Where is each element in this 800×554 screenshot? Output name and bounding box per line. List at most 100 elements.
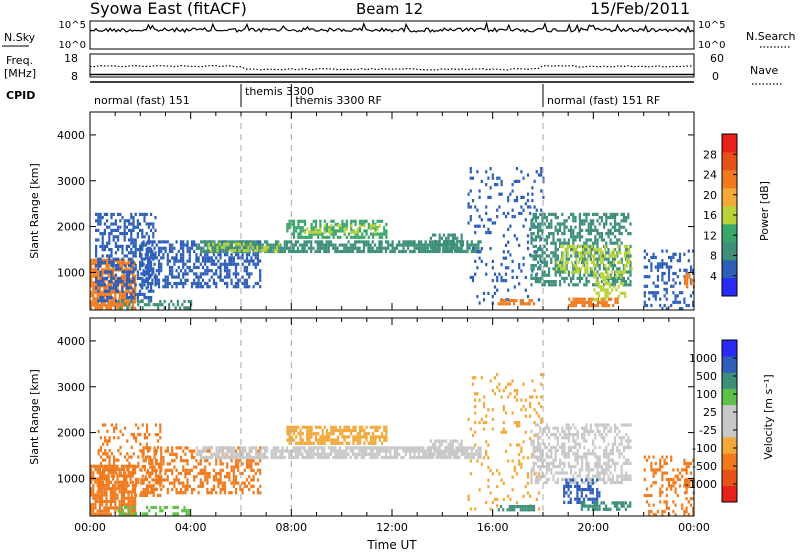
echo-cell	[372, 432, 375, 436]
echo-cell	[237, 462, 240, 466]
echo-cell	[583, 212, 586, 216]
echo-cell	[336, 449, 339, 453]
echo-cell	[259, 452, 262, 456]
echo-cell	[562, 244, 565, 249]
echo-cell	[596, 264, 599, 268]
echo-cell	[206, 240, 209, 244]
echo-cell	[520, 446, 523, 450]
echo-cell	[593, 275, 596, 279]
echo-cell	[200, 449, 203, 453]
echo-cell	[279, 449, 282, 453]
echo-cell	[228, 471, 231, 476]
echo-cell	[143, 468, 146, 472]
echo-cell	[193, 281, 196, 286]
echo-cell	[616, 254, 619, 258]
echo-cell	[656, 262, 660, 266]
echo-cell	[491, 472, 494, 476]
echo-cell	[409, 446, 412, 450]
echo-cell	[380, 446, 383, 450]
echo-cell	[248, 253, 251, 257]
echo-cell	[548, 254, 551, 258]
echo-cell	[614, 300, 617, 304]
echo-cell	[297, 432, 300, 436]
echo-cell	[332, 449, 335, 453]
echo-cell	[155, 275, 158, 279]
echo-cell	[190, 285, 194, 289]
echo-cell	[97, 477, 100, 481]
echo-cell	[672, 284, 675, 288]
echo-cell	[614, 212, 617, 216]
echo-cell	[108, 449, 111, 453]
echo-cell	[460, 239, 463, 244]
echo-cell	[305, 452, 308, 456]
echo-cell	[587, 222, 590, 226]
echo-cell	[393, 246, 396, 250]
echo-cell	[393, 452, 396, 456]
echo-cell	[534, 254, 537, 258]
echo-cell	[155, 481, 158, 485]
echo-cell	[215, 459, 218, 463]
echo-cell	[531, 395, 534, 399]
echo-cell	[545, 216, 548, 220]
echo-cell	[109, 300, 112, 304]
echo-cell	[451, 246, 454, 250]
echo-cell	[292, 449, 295, 453]
echo-cell	[572, 445, 575, 449]
echo-cell	[570, 276, 573, 280]
echo-cell	[567, 477, 570, 481]
echo-cell	[119, 445, 122, 449]
echo-cell	[502, 481, 505, 485]
echo-cell	[182, 249, 185, 254]
echo-cell	[160, 262, 163, 266]
echo-cell	[493, 376, 497, 380]
echo-cell	[345, 219, 348, 223]
echo-cell	[329, 240, 333, 244]
echo-cell	[270, 249, 273, 254]
echo-cell	[101, 299, 104, 303]
echo-cell	[146, 278, 150, 282]
echo-cell	[154, 303, 157, 307]
echo-cell	[160, 481, 163, 485]
echo-cell	[604, 278, 607, 282]
echo-cell	[354, 452, 357, 456]
echo-cell	[347, 435, 351, 439]
echo-cell	[676, 275, 679, 279]
echo-cell	[208, 449, 211, 453]
echo-cell	[532, 468, 535, 472]
echo-cell	[120, 261, 123, 266]
echo-cell	[654, 294, 657, 298]
echo-cell	[174, 512, 177, 516]
echo-cell	[529, 211, 532, 215]
echo-cell	[563, 225, 566, 229]
echo-cell	[275, 249, 279, 253]
echo-cell	[146, 259, 150, 263]
echo-cell	[235, 452, 238, 456]
echo-cell	[141, 292, 144, 296]
echo-cell	[504, 299, 507, 303]
echo-cell	[152, 232, 155, 236]
echo-cell	[497, 302, 500, 306]
echo-cell	[557, 264, 560, 268]
echo-cell	[369, 438, 373, 442]
echo-cell	[106, 296, 109, 300]
echo-cell	[372, 435, 375, 439]
echo-cell	[195, 285, 198, 289]
echo-cell	[121, 481, 124, 485]
echo-cell	[447, 445, 450, 450]
y-tick-label: 3000	[57, 175, 85, 188]
echo-cell	[215, 272, 218, 276]
echo-cell	[92, 290, 95, 294]
echo-cell	[611, 264, 614, 268]
echo-cell	[90, 293, 93, 298]
echo-cell	[578, 270, 581, 274]
echo-cell	[246, 452, 249, 456]
echo-cell	[159, 436, 162, 440]
echo-cell	[206, 285, 209, 289]
echo-cell	[534, 423, 537, 427]
echo-cell	[261, 452, 264, 456]
echo-cell	[524, 408, 527, 412]
echo-cell	[229, 249, 232, 253]
echo-cell	[228, 240, 231, 244]
echo-cell	[622, 280, 625, 284]
echo-cell	[109, 499, 112, 504]
